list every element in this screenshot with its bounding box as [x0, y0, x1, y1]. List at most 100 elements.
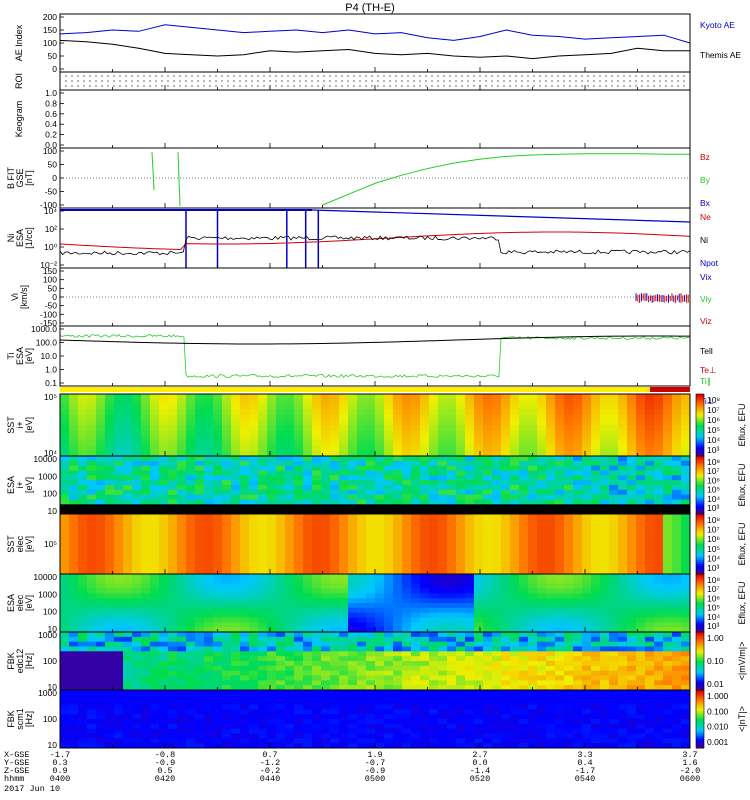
- heat-cell: [204, 544, 214, 550]
- heat-cell: [573, 622, 583, 628]
- heat-cell: [195, 456, 205, 462]
- heat-cell: [348, 544, 358, 550]
- heat-cell: [294, 514, 304, 520]
- heat-cell: [654, 409, 664, 416]
- heat-cell: [357, 504, 367, 510]
- heat-cell: [501, 514, 511, 520]
- heat-cell: [321, 539, 331, 545]
- heat-cell: [456, 685, 466, 691]
- heat-cell: [168, 598, 178, 604]
- heat-cell: [312, 651, 322, 657]
- heat-cell: [114, 559, 124, 565]
- heat-cell: [465, 670, 475, 676]
- heat-cell: [348, 394, 358, 400]
- heat-cell: [213, 489, 223, 496]
- heat-cell: [420, 544, 430, 550]
- heat-cell: [141, 480, 151, 486]
- heat-cell: [609, 636, 619, 643]
- heat-cell: [231, 514, 241, 520]
- heat-cell: [186, 414, 196, 421]
- heat-cell: [447, 514, 457, 520]
- heat-cell: [474, 475, 484, 481]
- heat-cell: [348, 646, 358, 652]
- heat-cell: [69, 430, 79, 436]
- heat-cell: [366, 612, 376, 618]
- heat-cell: [600, 509, 610, 515]
- heat-cell: [78, 578, 88, 585]
- heat-cell: [96, 651, 106, 657]
- heat-cell: [258, 414, 268, 421]
- heat-cell: [384, 409, 394, 416]
- heat-cell: [654, 680, 664, 686]
- heat-cell: [456, 509, 466, 515]
- heat-cell: [465, 475, 475, 481]
- heat-cell: [222, 425, 232, 431]
- heat-cell: [474, 554, 484, 560]
- heat-cell: [249, 569, 259, 575]
- roi-dot: [305, 80, 307, 82]
- heat-cell: [681, 617, 691, 623]
- heat-cell: [78, 675, 88, 681]
- heat-cell: [123, 480, 133, 486]
- heat-cell: [492, 617, 502, 623]
- heat-cell: [276, 636, 286, 643]
- heat-cell: [429, 593, 439, 599]
- heat-cell: [141, 475, 151, 481]
- heat-cell: [141, 489, 151, 496]
- series-line: [177, 151, 181, 207]
- heat-cell: [564, 399, 574, 405]
- heat-cell: [177, 399, 187, 405]
- heat-cell: [285, 632, 295, 638]
- heat-cell: [141, 578, 151, 585]
- heat-cell: [105, 450, 115, 457]
- heat-cell: [132, 399, 142, 405]
- heat-cell: [150, 583, 160, 589]
- heat-cell: [78, 636, 88, 643]
- heat-cell: [159, 409, 169, 416]
- heat-cell: [69, 450, 79, 457]
- heat-cell: [69, 425, 79, 431]
- heat-cell: [519, 651, 529, 657]
- roi-dot: [419, 80, 421, 82]
- heat-cell: [177, 588, 187, 594]
- heat-cell: [384, 617, 394, 623]
- heat-cell: [510, 440, 520, 447]
- heat-cell: [96, 554, 106, 560]
- heat-cell: [177, 651, 187, 657]
- heat-cell: [627, 485, 637, 491]
- heat-cell: [303, 470, 313, 476]
- heat-cell: [546, 514, 556, 520]
- heat-cell: [582, 465, 592, 471]
- heat-cell: [528, 399, 538, 405]
- heat-cell: [339, 564, 349, 570]
- roi-dot: [287, 75, 289, 77]
- roi-dot: [161, 85, 163, 87]
- roi-dot: [89, 85, 91, 87]
- heat-cell: [276, 440, 286, 447]
- heat-cell: [564, 419, 574, 426]
- heat-cell: [465, 450, 475, 457]
- heat-cell: [609, 409, 619, 416]
- roi-dot: [617, 85, 619, 87]
- heat-cell: [204, 632, 214, 638]
- heat-cell: [312, 544, 322, 550]
- heat-cell: [60, 409, 70, 416]
- heat-cell: [339, 394, 349, 400]
- heat-cell: [276, 450, 286, 457]
- heat-cell: [186, 559, 196, 565]
- heat-cell: [555, 612, 565, 618]
- heat-cell: [348, 489, 358, 496]
- heat-cell: [618, 564, 628, 570]
- heat-cell: [186, 460, 196, 467]
- heat-cell: [240, 661, 250, 667]
- heat-cell: [366, 617, 376, 623]
- heat-cell: [465, 470, 475, 476]
- heat-cell: [177, 494, 187, 500]
- heat-cell: [456, 460, 466, 467]
- roi-dot: [623, 85, 625, 87]
- heat-cell: [672, 646, 682, 652]
- heat-cell: [159, 430, 169, 436]
- heat-cell: [528, 480, 538, 486]
- roi-dot: [455, 85, 457, 87]
- heat-cell: [150, 632, 160, 638]
